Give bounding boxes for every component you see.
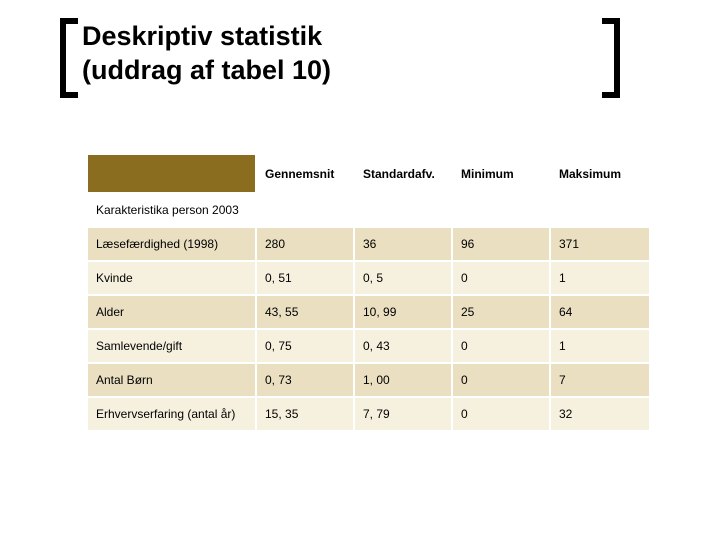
table-row: Samlevende/gift0, 750, 4301 [88, 329, 650, 363]
table-row: Kvinde0, 510, 501 [88, 261, 650, 295]
table-cell: 0 [452, 261, 550, 295]
stats-table: GennemsnitStandardafv.MinimumMaksimumKar… [88, 155, 651, 432]
table-row: Erhvervserfaring (antal år)15, 357, 7903… [88, 397, 650, 431]
table-cell: 43, 55 [256, 295, 354, 329]
title-line-1: Deskriptiv statistik [82, 21, 322, 51]
table-row-label: Antal Børn [88, 363, 256, 397]
table-cell: 96 [452, 227, 550, 261]
table-cell: 0 [452, 397, 550, 431]
table-cell: 36 [354, 227, 452, 261]
table-cell-empty [354, 193, 452, 227]
table-header-cell: Gennemsnit [256, 155, 354, 193]
table-cell: 7 [550, 363, 650, 397]
table-cell: 0, 43 [354, 329, 452, 363]
table-cell: 0 [452, 329, 550, 363]
table-row: Læsefærdighed (1998)2803696371 [88, 227, 650, 261]
table-row: Antal Børn0, 731, 0007 [88, 363, 650, 397]
table-cell-empty [452, 193, 550, 227]
title-bracket-right [602, 18, 620, 98]
table-cell: 0, 51 [256, 261, 354, 295]
slide: Deskriptiv statistik (uddrag af tabel 10… [0, 0, 720, 540]
table-cell: 1 [550, 329, 650, 363]
table-header-blank [88, 155, 256, 193]
table-cell: 0, 73 [256, 363, 354, 397]
table-cell: 0, 5 [354, 261, 452, 295]
table-cell: 7, 79 [354, 397, 452, 431]
page-title: Deskriptiv statistik (uddrag af tabel 10… [82, 20, 582, 88]
stats-table-container: GennemsnitStandardafv.MinimumMaksimumKar… [88, 155, 650, 432]
table-row-label: Alder [88, 295, 256, 329]
table-cell: 1 [550, 261, 650, 295]
table-cell: 32 [550, 397, 650, 431]
table-cell: 15, 35 [256, 397, 354, 431]
table-header-cell: Minimum [452, 155, 550, 193]
table-cell: 280 [256, 227, 354, 261]
table-header-cell: Standardafv. [354, 155, 452, 193]
table-row-label: Erhvervserfaring (antal år) [88, 397, 256, 431]
table-cell-empty [256, 193, 354, 227]
table-cell: 25 [452, 295, 550, 329]
table-cell: 10, 99 [354, 295, 452, 329]
title-bracket-left [60, 18, 78, 98]
table-cell: 371 [550, 227, 650, 261]
table-section-label: Karakteristika person 2003 [88, 193, 256, 227]
title-line-2: (uddrag af tabel 10) [82, 54, 582, 88]
table-row-label: Kvinde [88, 261, 256, 295]
table-cell: 0 [452, 363, 550, 397]
table-section-row: Karakteristika person 2003 [88, 193, 650, 227]
table-cell: 0, 75 [256, 329, 354, 363]
table-row-label: Samlevende/gift [88, 329, 256, 363]
table-cell: 1, 00 [354, 363, 452, 397]
table-cell: 64 [550, 295, 650, 329]
table-header-cell: Maksimum [550, 155, 650, 193]
table-row: Alder43, 5510, 992564 [88, 295, 650, 329]
table-cell-empty [550, 193, 650, 227]
table-row-label: Læsefærdighed (1998) [88, 227, 256, 261]
table-header-row: GennemsnitStandardafv.MinimumMaksimum [88, 155, 650, 193]
